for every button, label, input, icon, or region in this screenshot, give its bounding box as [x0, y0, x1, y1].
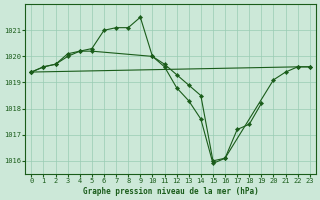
X-axis label: Graphe pression niveau de la mer (hPa): Graphe pression niveau de la mer (hPa) [83, 187, 259, 196]
